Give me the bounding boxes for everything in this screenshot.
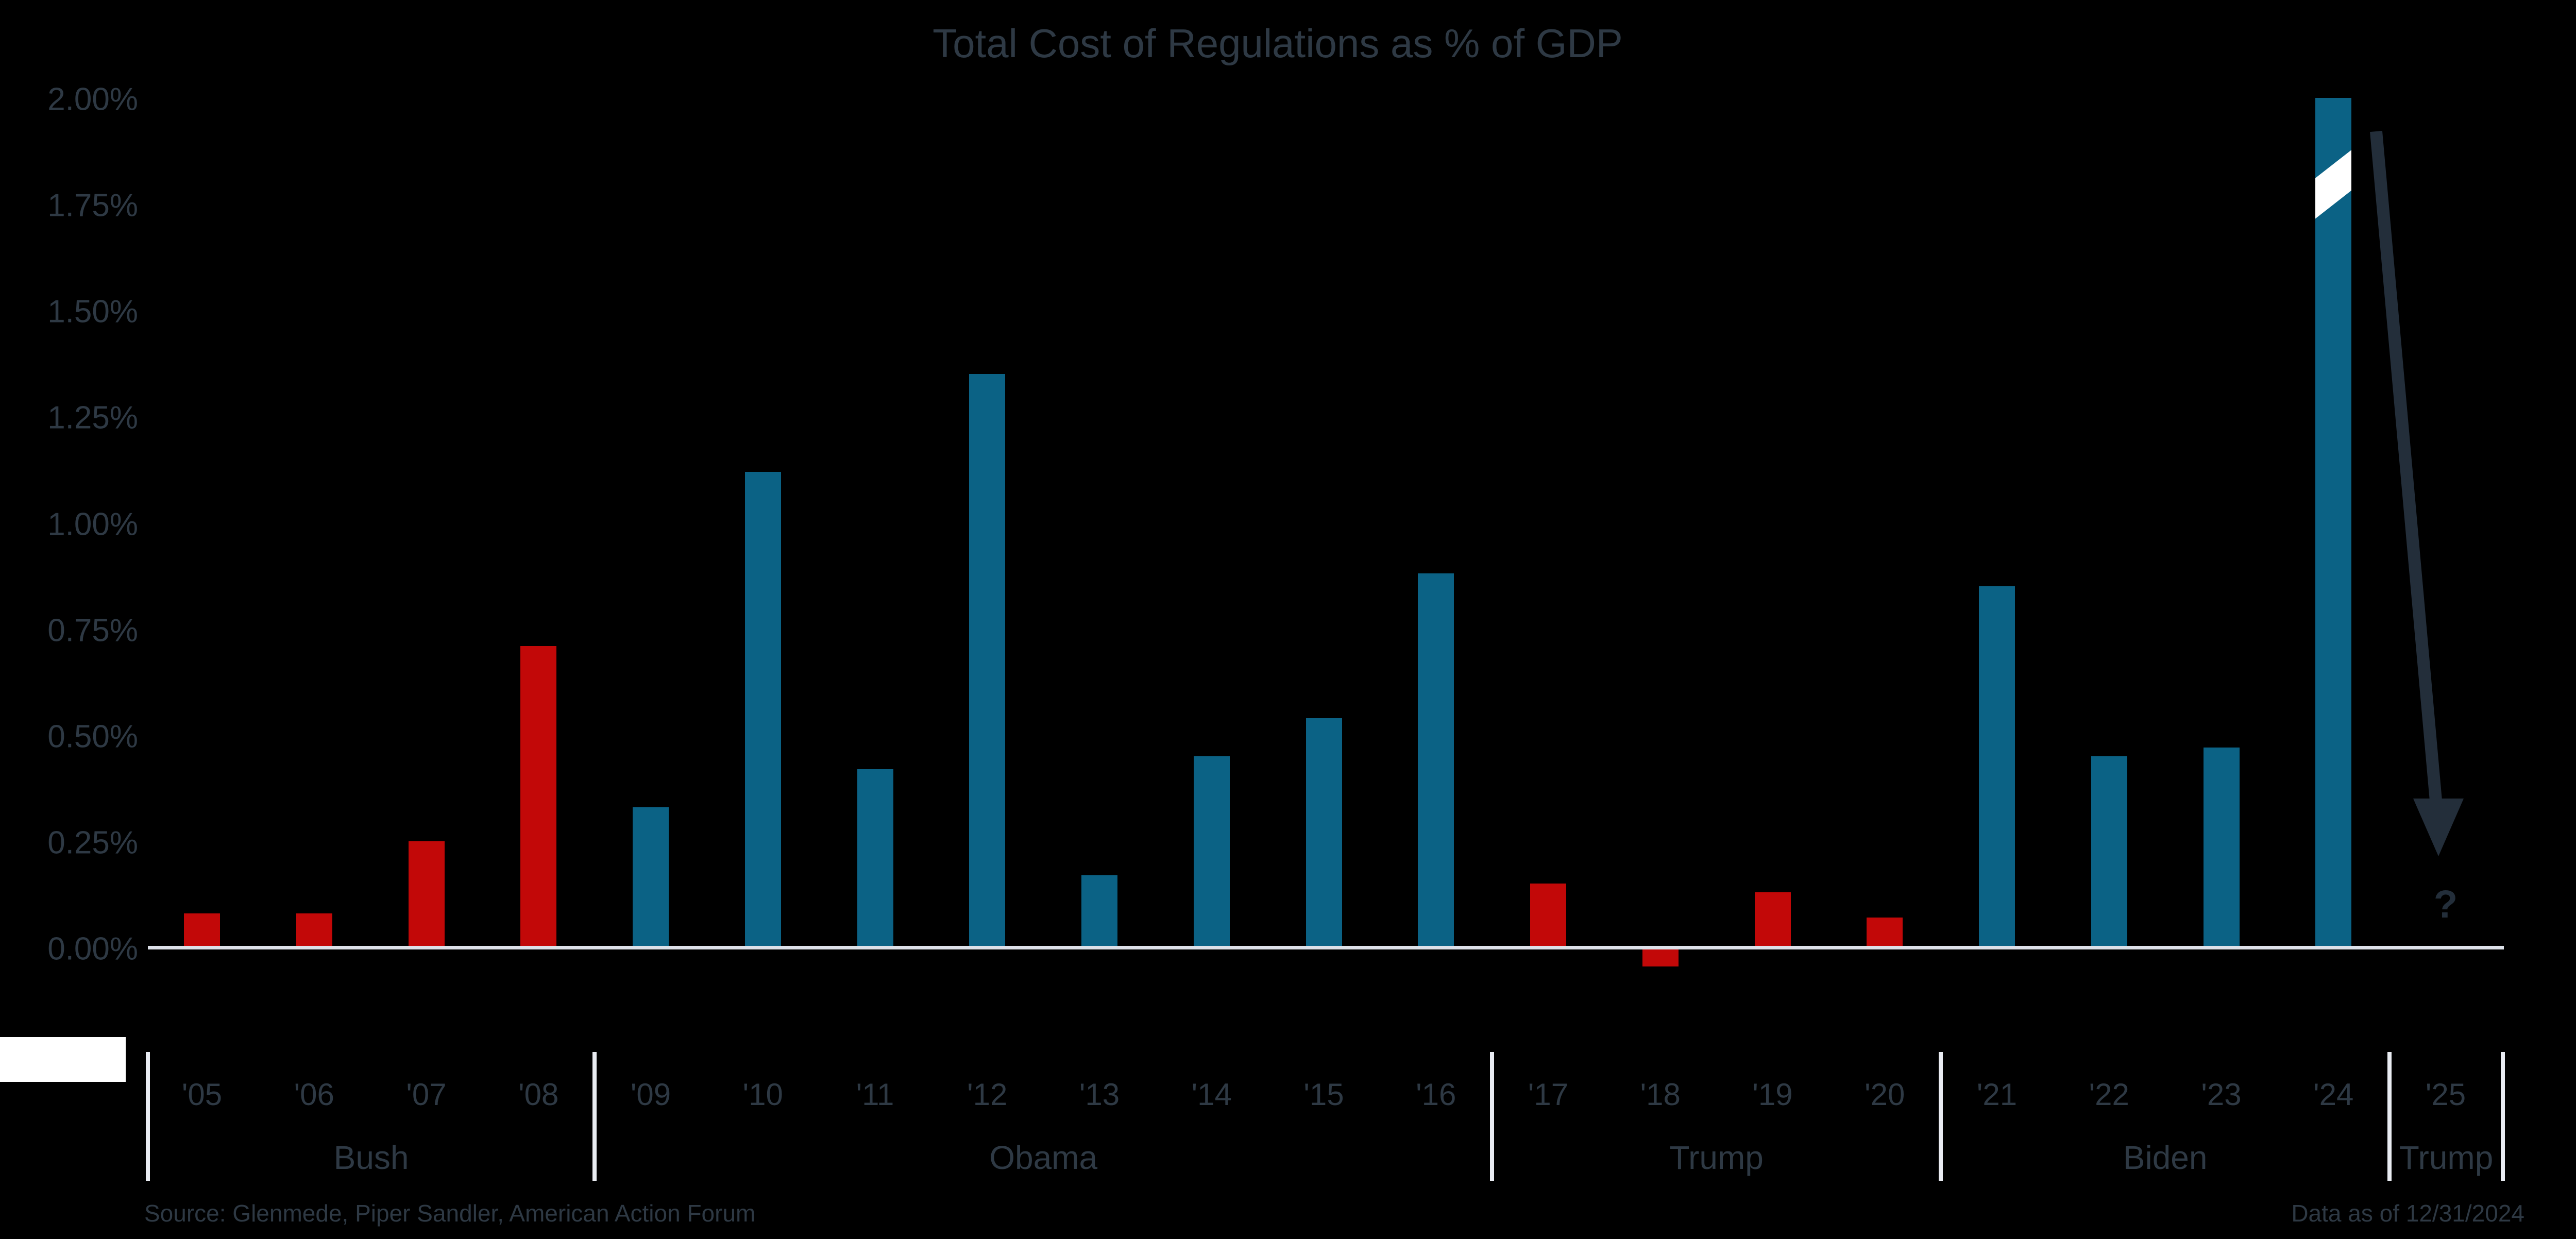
year-label-13: '13 xyxy=(1079,1077,1120,1112)
year-label-19: '19 xyxy=(1752,1077,1793,1112)
year-label-21: '21 xyxy=(1976,1077,2018,1112)
president-label-biden-3: Biden xyxy=(2123,1139,2208,1176)
question-mark: ? xyxy=(2433,882,2458,926)
year-label-06: '06 xyxy=(294,1077,334,1112)
bar-13 xyxy=(1081,875,1117,947)
y-tick-label: 1.00% xyxy=(47,506,138,542)
bar-break-slash xyxy=(2315,149,2352,219)
year-label-07: '07 xyxy=(406,1077,447,1112)
bar-07 xyxy=(408,841,445,947)
year-label-14: '14 xyxy=(1191,1077,1232,1112)
president-label-obama-1: Obama xyxy=(989,1139,1098,1176)
bar-23 xyxy=(2203,748,2240,947)
bar-22 xyxy=(2091,756,2127,947)
year-label-16: '16 xyxy=(1416,1077,1456,1112)
group-separator xyxy=(2387,1052,2392,1181)
bar-21 xyxy=(1979,586,2015,947)
year-label-09: '09 xyxy=(630,1077,671,1112)
year-label-23: '23 xyxy=(2201,1077,2242,1112)
year-label-11: '11 xyxy=(856,1077,894,1112)
bar-17 xyxy=(1530,884,1566,947)
arrow-shaft xyxy=(2370,130,2443,807)
year-label-12: '12 xyxy=(967,1077,1008,1112)
bar-06 xyxy=(296,913,332,947)
y-tick-label: 1.75% xyxy=(47,188,138,224)
bar-08 xyxy=(520,646,557,947)
bar-12 xyxy=(969,374,1006,947)
data-as-of: Data as of 12/31/2024 xyxy=(2291,1200,2524,1227)
x-axis-line xyxy=(148,946,2504,949)
y-tick-label: 0.25% xyxy=(47,825,138,861)
source-note: Source: Glenmede, Piper Sandler, America… xyxy=(144,1200,756,1227)
y-tick-label: 0.75% xyxy=(47,613,138,649)
arrow-head xyxy=(2413,799,2464,856)
bar-24 xyxy=(2315,98,2352,947)
y-tick-label: 0.00% xyxy=(47,931,138,967)
bar-10 xyxy=(744,471,781,947)
y-tick-label: 1.25% xyxy=(47,400,138,436)
y-tick-label: 0.50% xyxy=(47,719,138,755)
y-tick-label: 1.50% xyxy=(47,294,138,330)
group-separator xyxy=(146,1052,150,1181)
year-label-18: '18 xyxy=(1640,1077,1681,1112)
group-separator xyxy=(1490,1052,1495,1181)
group-separator xyxy=(1939,1052,1943,1181)
logo-placeholder xyxy=(0,1037,126,1082)
group-separator xyxy=(592,1052,597,1181)
bar-14 xyxy=(1193,756,1230,947)
president-label-trump-2: Trump xyxy=(1669,1139,1764,1176)
president-label-trump-4: Trump xyxy=(2399,1139,2494,1176)
president-label-bush-0: Bush xyxy=(333,1139,409,1176)
y-tick-label: 2.00% xyxy=(47,81,138,117)
year-label-25: '25 xyxy=(2425,1077,2466,1112)
year-label-08: '08 xyxy=(518,1077,559,1112)
bar-05 xyxy=(184,913,220,947)
bar-15 xyxy=(1306,718,1342,947)
year-label-10: '10 xyxy=(742,1077,783,1112)
bar-11 xyxy=(857,769,893,947)
bar-16 xyxy=(1418,573,1454,947)
bar-09 xyxy=(633,807,669,947)
year-label-22: '22 xyxy=(2089,1077,2129,1112)
year-label-15: '15 xyxy=(1303,1077,1344,1112)
bar-19 xyxy=(1754,892,1791,947)
group-separator xyxy=(2501,1052,2505,1181)
year-label-17: '17 xyxy=(1528,1077,1569,1112)
chart-title: Total Cost of Regulations as % of GDP xyxy=(933,21,1623,66)
bar-18 xyxy=(1642,949,1679,966)
year-label-05: '05 xyxy=(181,1077,223,1112)
year-label-24: '24 xyxy=(2313,1077,2354,1112)
year-label-20: '20 xyxy=(1865,1077,1905,1112)
bar-20 xyxy=(1867,918,1903,947)
